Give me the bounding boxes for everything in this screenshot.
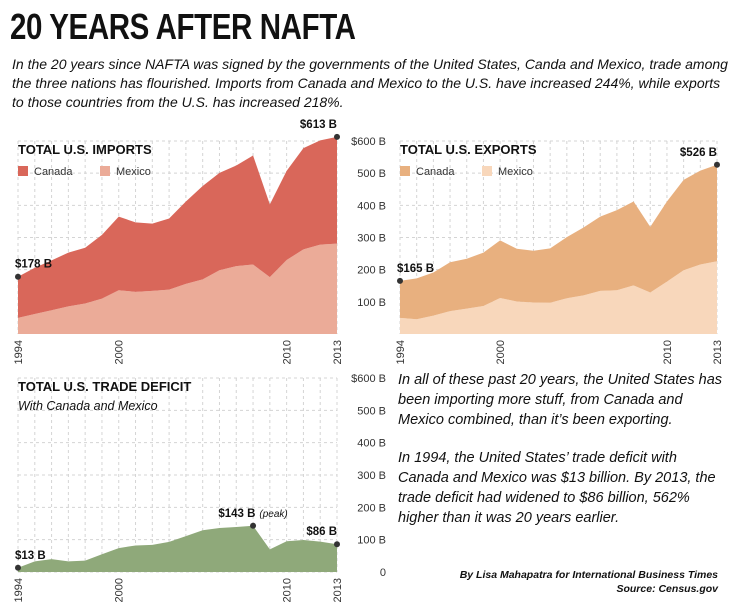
annotation-dot bbox=[15, 273, 21, 280]
legend-label: Canada bbox=[34, 166, 73, 178]
y-tick-label: $600 B bbox=[351, 136, 386, 148]
notes: In all of these past 20 years, the Unite… bbox=[398, 370, 730, 546]
x-tick-label: 2013 bbox=[332, 578, 344, 602]
annotation-dot bbox=[334, 133, 340, 140]
x-tick-label: 2013 bbox=[712, 340, 724, 364]
area bbox=[18, 136, 337, 318]
intro-text: In the 20 years since NAFTA was signed b… bbox=[12, 56, 728, 110]
x-tick-label: 2000 bbox=[114, 340, 126, 364]
annotation-value: $526 B bbox=[680, 147, 717, 159]
x-tick-label: 1994 bbox=[13, 578, 25, 602]
y-tick-label: 300 B bbox=[357, 233, 386, 245]
annotation-dot bbox=[334, 541, 340, 548]
page-title: 20 YEARS AFTER NAFTA bbox=[10, 6, 356, 47]
legend-swatch bbox=[18, 166, 28, 176]
x-tick-label: 2010 bbox=[662, 340, 674, 364]
annotation-dot bbox=[397, 277, 403, 284]
x-tick-label: 2000 bbox=[495, 340, 507, 364]
x-tick-label: 1994 bbox=[13, 340, 25, 364]
annotation-value: $86 B bbox=[306, 526, 337, 538]
chart-subtitle: With Canada and Mexico bbox=[18, 399, 158, 413]
annotation-value: $13 B bbox=[15, 550, 46, 562]
y-tick-label: 500 B bbox=[357, 168, 386, 180]
annotation: $143 B (peak) bbox=[218, 508, 287, 520]
annotation: $613 B bbox=[300, 119, 337, 131]
annotation: $178 B bbox=[15, 259, 52, 271]
annotation-value: $165 B bbox=[397, 263, 434, 275]
x-tick-label: 2010 bbox=[282, 578, 294, 602]
chart-title: TOTAL U.S. IMPORTS bbox=[18, 142, 152, 157]
source: Source: Census.gov bbox=[616, 583, 718, 595]
x-tick-label: 2000 bbox=[114, 578, 126, 602]
y-tick-label: 200 B bbox=[357, 265, 386, 277]
credits: By Lisa Mahapatra for International Busi… bbox=[460, 568, 718, 596]
annotation: $86 B bbox=[306, 526, 337, 538]
annotation-dot bbox=[714, 161, 720, 168]
area bbox=[400, 261, 717, 334]
y-tick-label: 100 B bbox=[357, 297, 386, 309]
annotation-note: (peak) bbox=[259, 509, 287, 520]
note-text: In all of these past 20 years, the Unite… bbox=[398, 372, 723, 428]
byline: By Lisa Mahapatra for International Busi… bbox=[459, 569, 718, 581]
legend-swatch bbox=[400, 166, 410, 176]
area bbox=[400, 164, 717, 320]
y-tick-label: 400 B bbox=[357, 438, 386, 450]
annotation-value: $613 B bbox=[300, 119, 337, 131]
y-tick-label: 500 B bbox=[357, 405, 386, 417]
legend-swatch bbox=[100, 166, 110, 176]
annotation-value: $178 B bbox=[15, 259, 52, 271]
chart-title: TOTAL U.S. EXPORTS bbox=[400, 142, 537, 157]
area bbox=[18, 525, 337, 572]
annotation-value: $143 B bbox=[218, 508, 255, 520]
legend-swatch bbox=[482, 166, 492, 176]
area bbox=[18, 243, 337, 334]
legend-label: Mexico bbox=[498, 166, 533, 178]
annotation: $165 B bbox=[397, 263, 434, 275]
x-tick-label: 1994 bbox=[395, 340, 407, 364]
y-tick-label: 0 bbox=[380, 567, 386, 579]
y-tick-label: 200 B bbox=[357, 502, 386, 514]
legend-label: Canada bbox=[416, 166, 455, 178]
chart-title: TOTAL U.S. TRADE DEFICIT bbox=[18, 379, 191, 394]
note-text: In 1994, the United States’ trade defici… bbox=[398, 450, 716, 526]
x-tick-label: 2010 bbox=[282, 340, 294, 364]
annotation-dot bbox=[250, 522, 257, 529]
y-tick-label: 100 B bbox=[357, 535, 386, 547]
x-tick-label: 2013 bbox=[332, 340, 344, 364]
annotation: $526 B bbox=[680, 147, 717, 159]
y-tick-label: $600 B bbox=[351, 373, 386, 385]
annotation-dot bbox=[15, 564, 21, 571]
y-tick-label: 300 B bbox=[357, 470, 386, 482]
y-tick-label: 400 B bbox=[357, 200, 386, 212]
annotation: $13 B bbox=[15, 550, 46, 562]
legend-label: Mexico bbox=[116, 166, 151, 178]
